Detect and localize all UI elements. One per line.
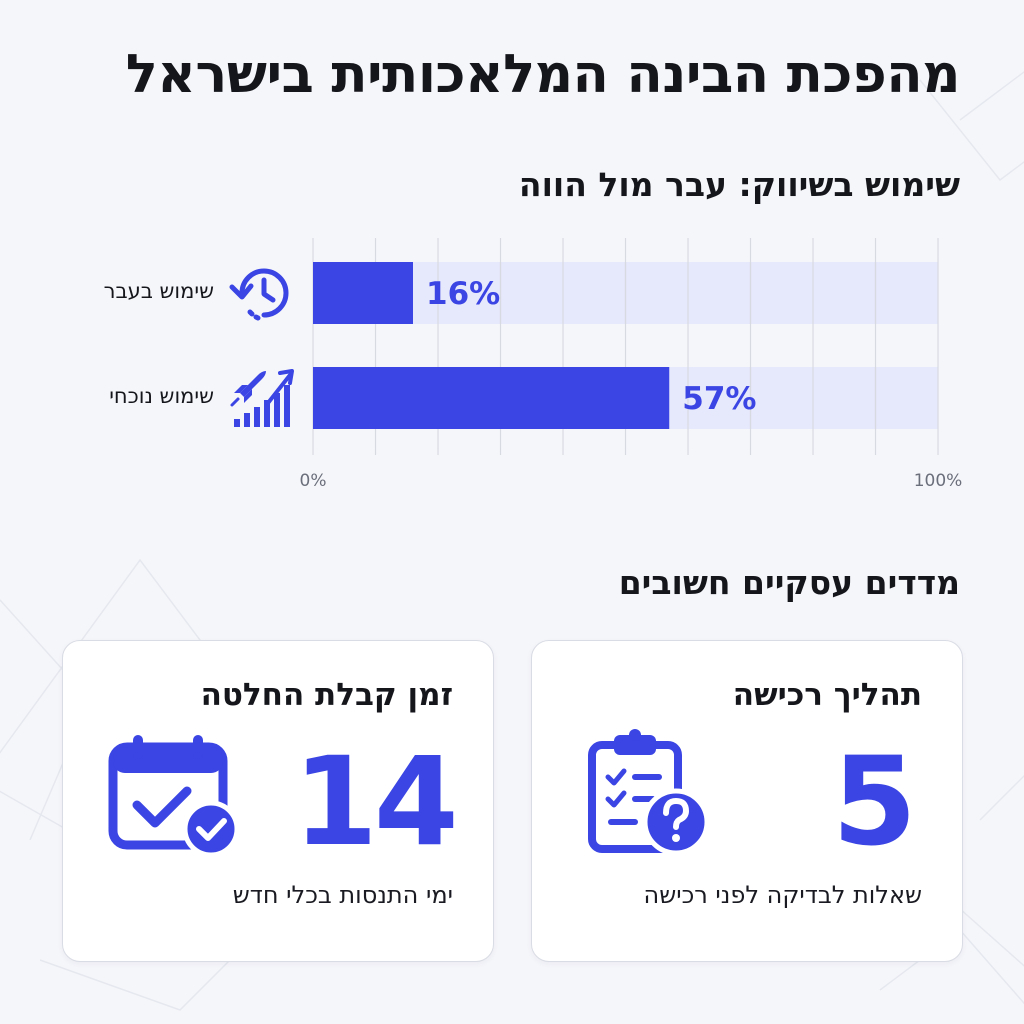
bar-value-label: 16%	[426, 276, 500, 312]
category-label-current: שימוש נוכחי	[109, 384, 214, 408]
category-label-past: שימוש בעבר	[103, 279, 214, 303]
rocket-growth-icon	[230, 369, 294, 427]
card-description: שאלות לבדיקה לפני רכישה	[643, 881, 922, 909]
chart-section-title: שימוש בשיווק: עבר מול הווה	[518, 165, 960, 204]
calendar-check-icon	[108, 735, 240, 857]
bar-1	[313, 367, 670, 429]
card-description: ימי התנסות בכלי חדש	[232, 881, 453, 909]
bar-value-label: 57%	[682, 381, 756, 417]
page-title: מהפכת הבינה המלאכותית בישראל	[125, 44, 961, 105]
bar-0	[313, 262, 413, 324]
card-title: תהליך רכישה	[732, 677, 922, 713]
usage-bar-chart: 16% 57% 0% 100%	[300, 238, 963, 491]
metric-card-decision: זמן קבלת החלטה 14 ימי התנסות בכלי חדש	[62, 640, 494, 962]
card-value: 14	[293, 731, 459, 873]
metric-card-purchase: תהליך רכישה 5 שאלות לבדיקה לפני רכישה	[531, 640, 963, 962]
card-title: זמן קבלת החלטה	[200, 677, 453, 713]
card-value: 5	[832, 731, 917, 873]
clipboard-question-icon	[588, 729, 710, 856]
metrics-section-title: מדדים עסקיים חשובים	[618, 563, 960, 602]
history-clock-icon	[229, 268, 289, 321]
x-tick-label: 100%	[914, 471, 963, 491]
x-tick-label: 0%	[300, 471, 327, 491]
